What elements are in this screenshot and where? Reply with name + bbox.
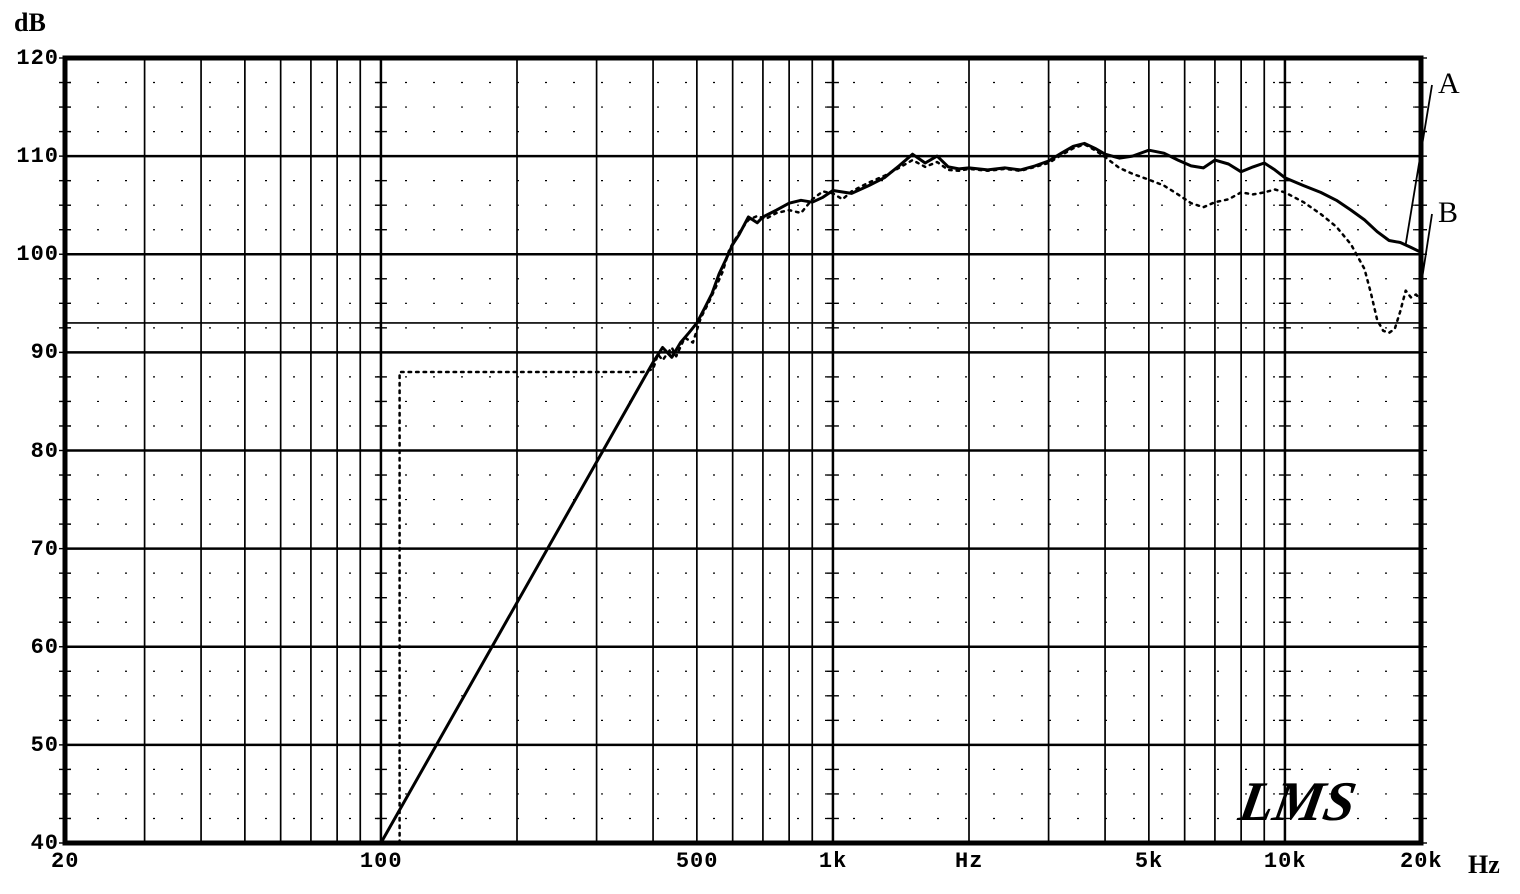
chart-container: dB Hz A B LMS 405060708090100110120 2010…: [0, 0, 1520, 894]
x-tick: 1k: [819, 849, 847, 874]
y-tick: 100: [16, 242, 59, 267]
y-tick: 90: [31, 340, 59, 365]
x-tick: Hz: [955, 849, 983, 874]
x-tick: 5k: [1135, 849, 1163, 874]
plot-svg: [0, 0, 1520, 894]
x-tick: 20k: [1400, 849, 1443, 874]
y-tick: 70: [31, 537, 59, 562]
x-tick: 500: [676, 849, 719, 874]
x-tick: 100: [360, 849, 403, 874]
y-tick: 60: [31, 635, 59, 660]
x-tick: 10k: [1264, 849, 1307, 874]
y-tick: 80: [31, 439, 59, 464]
y-tick: 50: [31, 733, 59, 758]
y-tick: 120: [16, 46, 59, 71]
x-tick: 20: [51, 849, 79, 874]
y-tick: 110: [16, 144, 59, 169]
